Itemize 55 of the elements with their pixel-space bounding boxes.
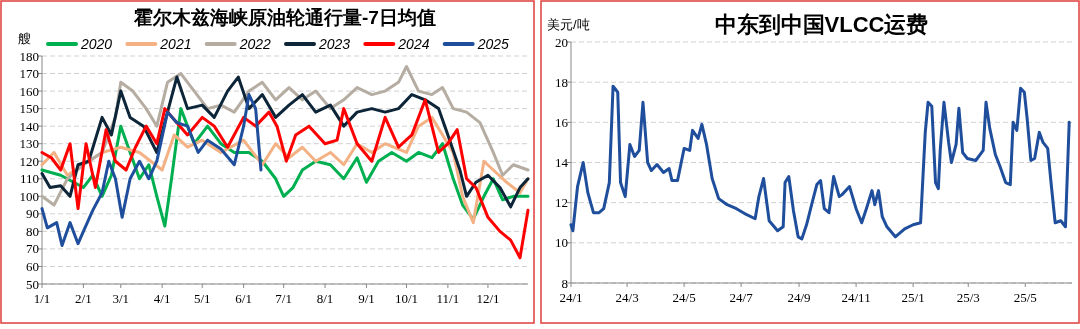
x-tick-label: 24/1 [559,290,583,305]
y-tick-label: 120 [19,153,39,169]
line-series [569,84,1071,241]
y-tick-label: 160 [19,83,39,99]
x-tick-label: 24/3 [615,290,639,305]
y-tick-label: 16 [555,114,569,130]
y-tick-label: 8 [561,275,568,291]
x-tick-label: 25/3 [956,290,980,305]
y-tick-label: 14 [555,155,569,170]
x-tick-label: 8/1 [316,291,334,306]
x-tick-label: 9/1 [358,291,375,306]
x-tick-label: 25/1 [901,290,925,305]
x-tick-label: 25/5 [1013,290,1037,305]
y-tick-label: 130 [19,136,39,152]
legend-label: 2022 [238,36,272,52]
x-tick-label: 5/1 [193,291,211,306]
x-tick-label: 6/1 [235,291,252,306]
y-tick-label: 70 [26,241,39,257]
chart-title: 中东到中国VLCC运费 [714,12,929,37]
y-tick-label: 150 [19,101,39,117]
y-axis-title: 艘 [18,31,31,46]
y-tick-label: 20 [555,34,568,50]
legend-label: 2020 [80,36,113,52]
y-tick-label: 100 [19,188,39,204]
y-tick-label: 60 [26,258,39,274]
legend-label: 2024 [397,36,430,52]
y-tick-label: 50 [26,276,39,292]
x-tick-label: 24/11 [841,290,871,305]
y-tick-label: 18 [555,74,568,90]
line-series [40,93,263,247]
x-tick-label: 2/1 [75,291,92,306]
chart-title: 霍尔木兹海峡原油轮通行量-7日均值 [133,7,436,28]
x-tick-label: 1/1 [33,291,51,306]
x-tick-label: 11/1 [436,291,460,306]
x-tick-label: 10/1 [394,291,419,306]
y-tick-label: 170 [19,66,39,82]
x-tick-label: 12/1 [476,291,500,306]
x-tick-label: 24/7 [729,290,754,305]
legend-label: 2023 [318,36,351,52]
y-tick-label: 90 [26,206,39,222]
x-tick-label: 3/1 [112,291,130,306]
y-tick-label: 140 [19,118,39,134]
x-tick-label: 24/5 [672,290,696,305]
y-axis-title: 美元/吨 [547,17,590,32]
x-tick-label: 4/1 [153,291,171,306]
x-tick-label: 7/1 [275,291,292,306]
legend-label: 2021 [159,36,192,52]
y-tick-label: 180 [19,48,39,64]
x-tick-label: 24/9 [787,290,811,305]
y-tick-label: 110 [19,171,39,187]
legend-label: 2025 [476,36,510,52]
y-tick-label: 80 [26,223,39,239]
y-tick-label: 10 [555,235,568,251]
line-series [40,98,530,260]
y-tick-label: 12 [555,195,568,211]
